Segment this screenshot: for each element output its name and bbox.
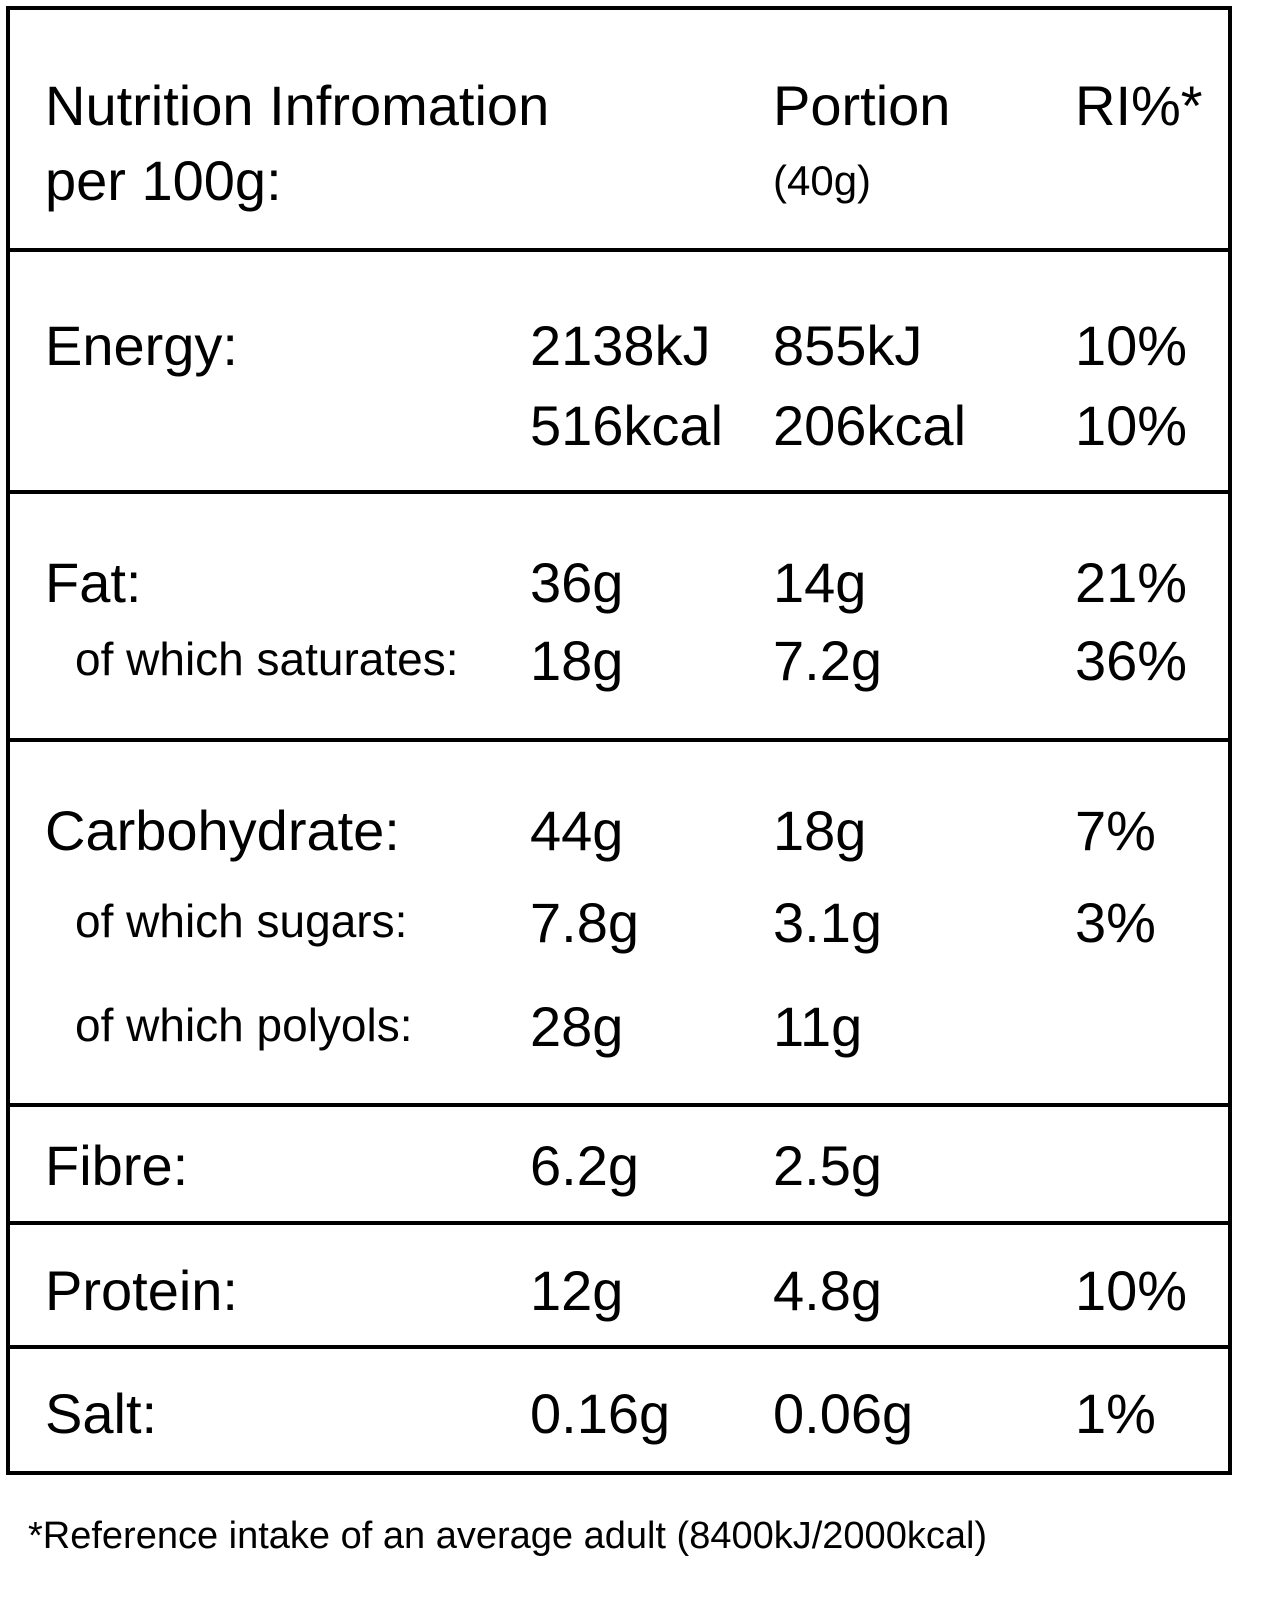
row-label: Salt:	[45, 1382, 157, 1445]
cell-ri: 7%	[1075, 799, 1156, 862]
cell-per100: 0.16g	[530, 1382, 670, 1445]
cell-per100: 6.2g	[530, 1134, 639, 1197]
cell-per100: 516kcal	[530, 394, 723, 457]
cell-per100: 18g	[530, 629, 623, 692]
cell-portion: 4.8g	[773, 1259, 882, 1322]
cell-portion: 18g	[773, 799, 866, 862]
cell-portion: 0.06g	[773, 1382, 913, 1445]
cell-per100: 36g	[530, 551, 623, 614]
sub-label: of which sugars:	[75, 895, 407, 947]
header-title: Nutrition Infromation	[45, 74, 549, 137]
cell-ri: 1%	[1075, 1382, 1156, 1445]
sub-label: of which saturates:	[75, 633, 459, 685]
cell-ri: 3%	[1075, 891, 1156, 954]
cell-per100: 2138kJ	[530, 314, 711, 377]
cell-portion: 2.5g	[773, 1134, 882, 1197]
cell-portion: 14g	[773, 551, 866, 614]
cell-portion: 206kcal	[773, 394, 966, 457]
header-ri: RI%*	[1075, 74, 1203, 137]
row-label: Fat:	[45, 551, 141, 614]
cell-portion: 855kJ	[773, 314, 922, 377]
cell-ri: 10%	[1075, 314, 1187, 377]
cell-portion: 3.1g	[773, 891, 882, 954]
row-label: Energy:	[45, 314, 238, 377]
cell-per100: 12g	[530, 1259, 623, 1322]
header-subtitle: per 100g:	[45, 149, 282, 212]
cell-portion: 11g	[773, 995, 862, 1058]
cell-per100: 7.8g	[530, 891, 639, 954]
footnote: *Reference intake of an average adult (8…	[28, 1515, 987, 1557]
cell-ri: 21%	[1075, 551, 1187, 614]
cell-per100: 44g	[530, 799, 623, 862]
cell-ri: 36%	[1075, 629, 1187, 692]
header-portion-size: (40g)	[773, 157, 871, 204]
row-label: Carbohydrate:	[45, 799, 400, 862]
cell-per100: 28g	[530, 995, 623, 1058]
header-portion: Portion	[773, 74, 950, 137]
sub-label: of which polyols:	[75, 999, 413, 1051]
row-label: Protein:	[45, 1259, 238, 1322]
cell-portion: 7.2g	[773, 629, 882, 692]
row-label: Fibre:	[45, 1134, 188, 1197]
cell-ri: 10%	[1075, 394, 1187, 457]
cell-ri: 10%	[1075, 1259, 1187, 1322]
